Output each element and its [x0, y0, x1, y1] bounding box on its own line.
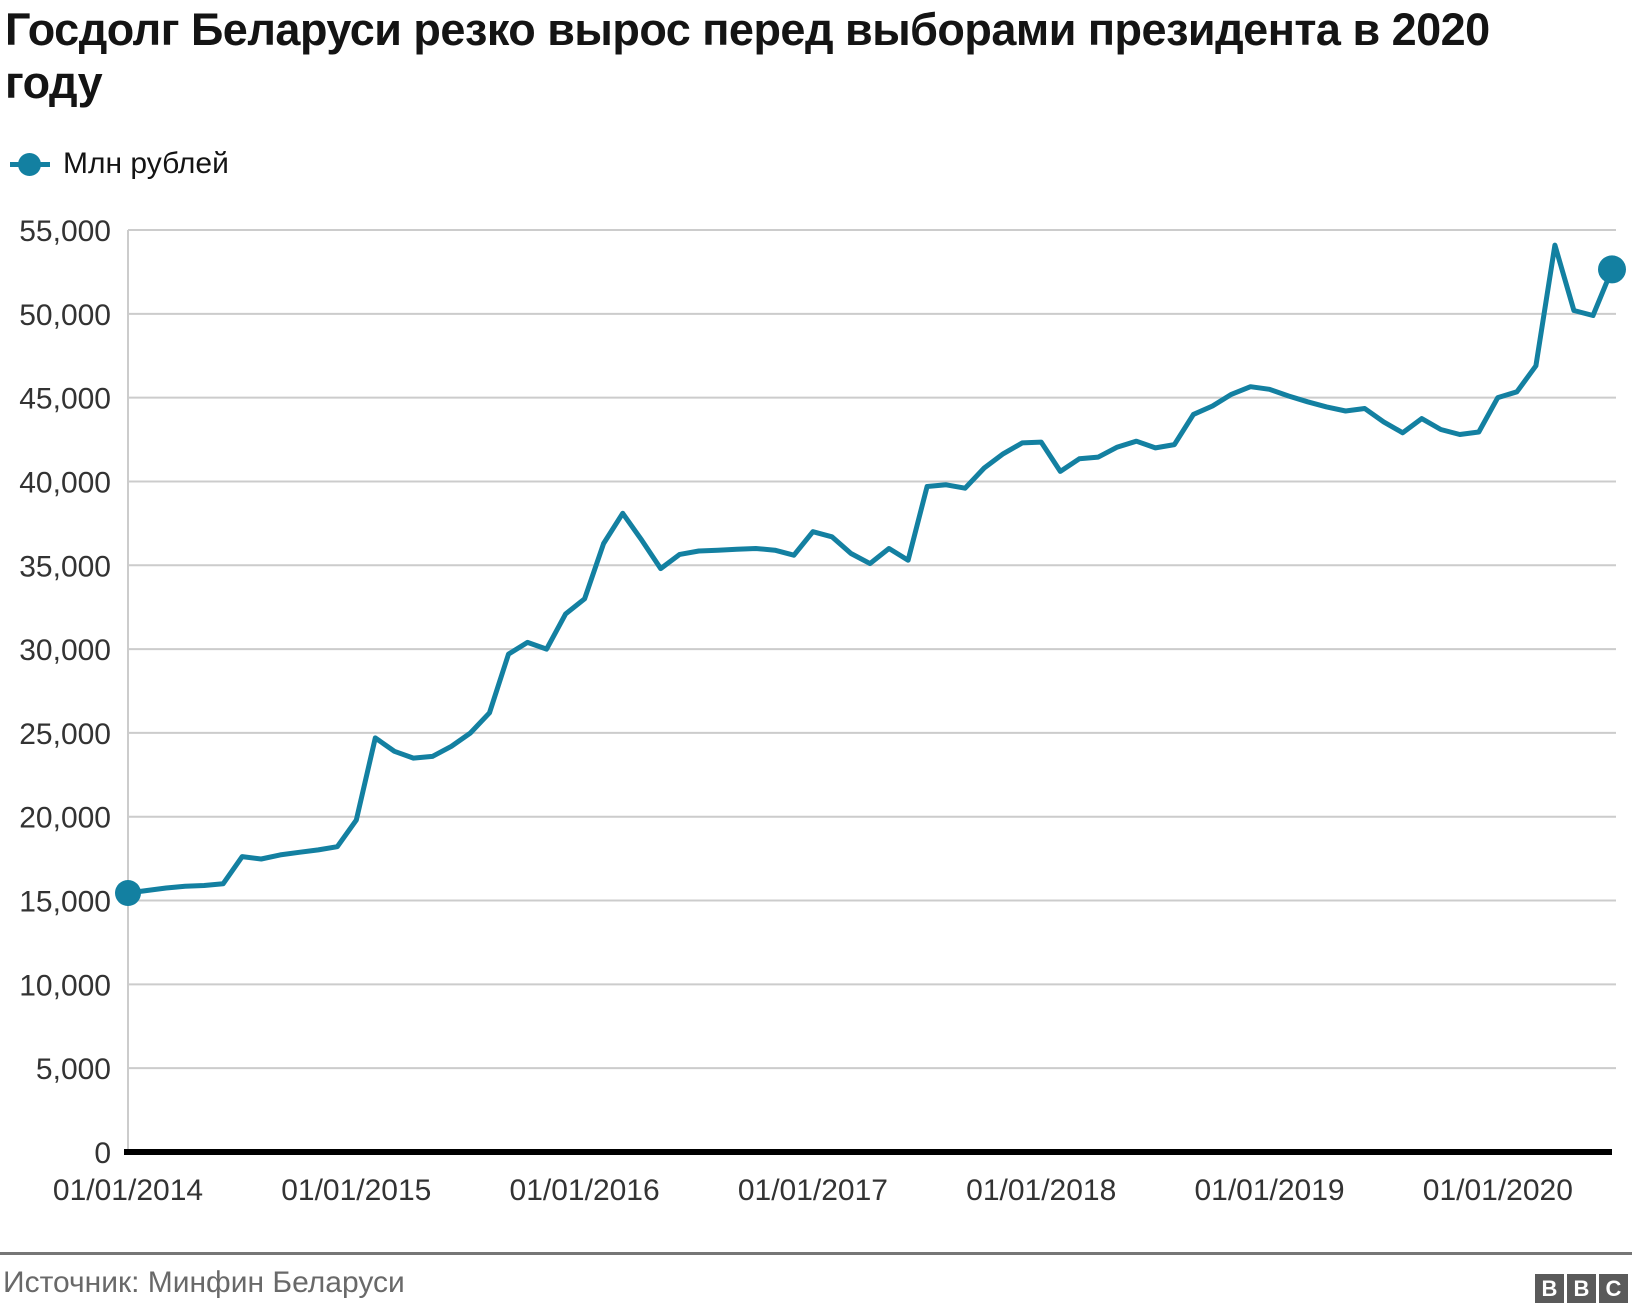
bbc-logo-letter: C [1599, 1274, 1628, 1303]
y-tick-label: 30,000 [19, 634, 111, 667]
last-point-marker [1598, 255, 1626, 284]
legend: Млн рублей [10, 147, 229, 181]
y-tick-label: 35,000 [19, 550, 111, 583]
x-tick-label: 01/01/2020 [1423, 1174, 1573, 1207]
y-tick-label: 55,000 [19, 215, 111, 248]
bbc-logo-letter: B [1567, 1274, 1596, 1303]
y-tick-label: 0 [94, 1137, 111, 1170]
y-tick-labels: 0 5,000 10,000 15,000 20,000 25,000 30,000 35,0… [19, 215, 111, 1170]
y-tick-label: 25,000 [19, 718, 111, 751]
x-tick-label: 01/01/2017 [738, 1174, 888, 1207]
y-tick-label: 40,000 [19, 466, 111, 499]
y-tick-label: 15,000 [19, 886, 111, 919]
x-tick-label: 01/01/2015 [281, 1174, 431, 1207]
footer-divider [0, 1252, 1632, 1255]
y-tick-label: 50,000 [19, 299, 111, 332]
y-tick-label: 5,000 [36, 1053, 111, 1086]
y-tick-label: 10,000 [19, 969, 111, 1002]
x-tick-label: 01/01/2014 [53, 1174, 203, 1207]
page-title: Госдолг Беларуси резко вырос перед выбор… [5, 4, 1490, 108]
source-label: Источник: Минфин Беларуси [3, 1266, 405, 1299]
legend-line-dot-icon [10, 152, 50, 176]
y-tick-label: 20,000 [19, 802, 111, 835]
x-tick-label: 01/01/2016 [510, 1174, 660, 1207]
gridlines [128, 229, 1616, 1070]
bbc-logo-letter: B [1535, 1274, 1564, 1303]
y-tick-label: 45,000 [19, 383, 111, 416]
debt-line-series [125, 242, 1615, 896]
bbc-logo: B B C [1535, 1274, 1628, 1303]
x-tick-label: 01/01/2018 [966, 1174, 1116, 1207]
x-tick-labels: 01/01/2014 01/01/2015 01/01/2016 01/01/2017… [53, 1174, 1573, 1207]
first-point-marker [115, 880, 141, 907]
x-tick-label: 01/01/2019 [1194, 1174, 1344, 1207]
legend-label: Млн рублей [63, 147, 229, 180]
